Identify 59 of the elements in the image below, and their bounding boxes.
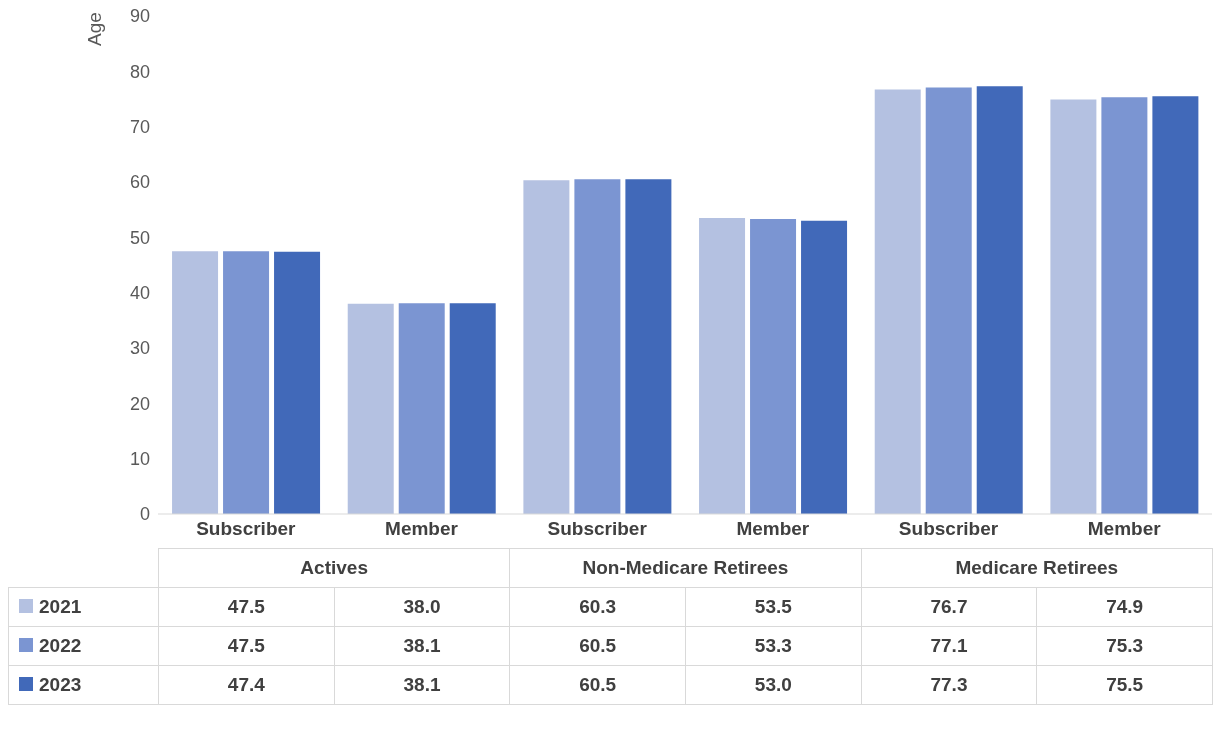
y-axis-title: Age — [84, 12, 106, 46]
bar — [625, 179, 672, 514]
y-tick-label: 40 — [129, 283, 150, 304]
data-label: 77.1 — [861, 626, 1037, 666]
bar — [1050, 99, 1097, 514]
data-label: 47.5 — [158, 626, 335, 666]
text: Non-Medicare Retirees — [509, 548, 862, 588]
x-tick-label: Subscriber — [196, 518, 297, 540]
bar — [925, 87, 972, 514]
bar — [1101, 97, 1148, 514]
bar — [574, 179, 621, 514]
data-label: 47.4 — [158, 665, 335, 705]
legend-label: 2021 — [8, 587, 159, 627]
bar — [699, 217, 746, 514]
y-tick-label: 80 — [129, 61, 150, 82]
data-label: 53.0 — [685, 665, 862, 705]
bar — [874, 89, 921, 514]
bar — [274, 251, 321, 514]
data-label: 76.7 — [861, 587, 1037, 627]
text: Actives — [158, 548, 510, 588]
data-label: 53.5 — [685, 587, 862, 627]
y-tick-label: 30 — [129, 338, 150, 359]
y-tick-label: 0 — [139, 504, 150, 525]
y-tick-label: 60 — [129, 172, 150, 193]
bar — [1152, 96, 1199, 514]
x-tick-label: Member — [736, 518, 810, 540]
bar — [976, 86, 1023, 514]
data-label: 77.3 — [861, 665, 1037, 705]
data-label: 38.0 — [334, 587, 510, 627]
bar — [172, 251, 219, 514]
data-label: 38.1 — [334, 665, 510, 705]
legend-label: 2022 — [8, 626, 159, 666]
y-tick-label: 50 — [129, 227, 150, 248]
y-tick-label: 20 — [129, 393, 150, 414]
data-label: 60.5 — [509, 665, 686, 705]
legend-label: 2023 — [8, 665, 159, 705]
x-tick-label: Subscriber — [547, 518, 648, 540]
data-label: 47.5 — [158, 587, 335, 627]
x-tick-label: Member — [1087, 518, 1162, 540]
bar — [750, 219, 797, 514]
data-label: 53.3 — [685, 626, 862, 666]
y-tick-label: 10 — [129, 449, 150, 470]
data-label: 60.5 — [509, 626, 686, 666]
x-tick-label: Subscriber — [898, 518, 999, 540]
bar — [801, 220, 848, 514]
data-label: 74.9 — [1036, 587, 1213, 627]
bar — [347, 303, 394, 514]
data-label: 75.5 — [1036, 665, 1213, 705]
data-label: 38.1 — [334, 626, 510, 666]
bar — [449, 303, 496, 514]
data-label: 75.3 — [1036, 626, 1213, 666]
y-tick-label: 70 — [129, 117, 150, 138]
text: Medicare Retirees — [861, 548, 1213, 588]
bar — [223, 251, 270, 514]
bar — [398, 303, 445, 514]
x-tick-label: Member — [385, 518, 459, 540]
y-tick-label: 90 — [129, 6, 150, 27]
bar — [523, 180, 570, 514]
data-label: 60.3 — [509, 587, 686, 627]
